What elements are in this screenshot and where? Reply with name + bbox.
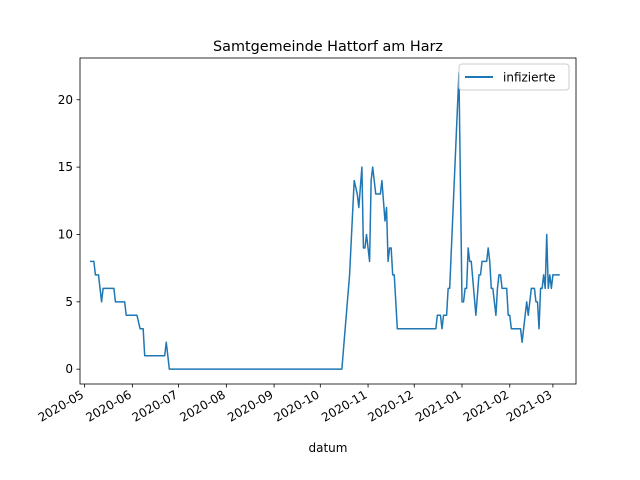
y-tick-label: 10 — [58, 227, 73, 241]
chart-title: Samtgemeinde Hattorf am Harz — [213, 39, 443, 55]
y-tick-label: 5 — [65, 295, 73, 309]
axes-frame — [79, 57, 577, 385]
legend-label: infizierte — [503, 71, 556, 85]
y-tick-label: 15 — [58, 160, 73, 174]
plot-area — [90, 72, 560, 370]
y-tick-label: 0 — [65, 362, 73, 376]
x-axis-label: datum — [309, 441, 348, 455]
series-line-infizierte — [90, 72, 560, 370]
legend-box — [458, 63, 570, 91]
legend: infizierte — [458, 63, 570, 91]
y-tick-label: 20 — [58, 93, 73, 107]
